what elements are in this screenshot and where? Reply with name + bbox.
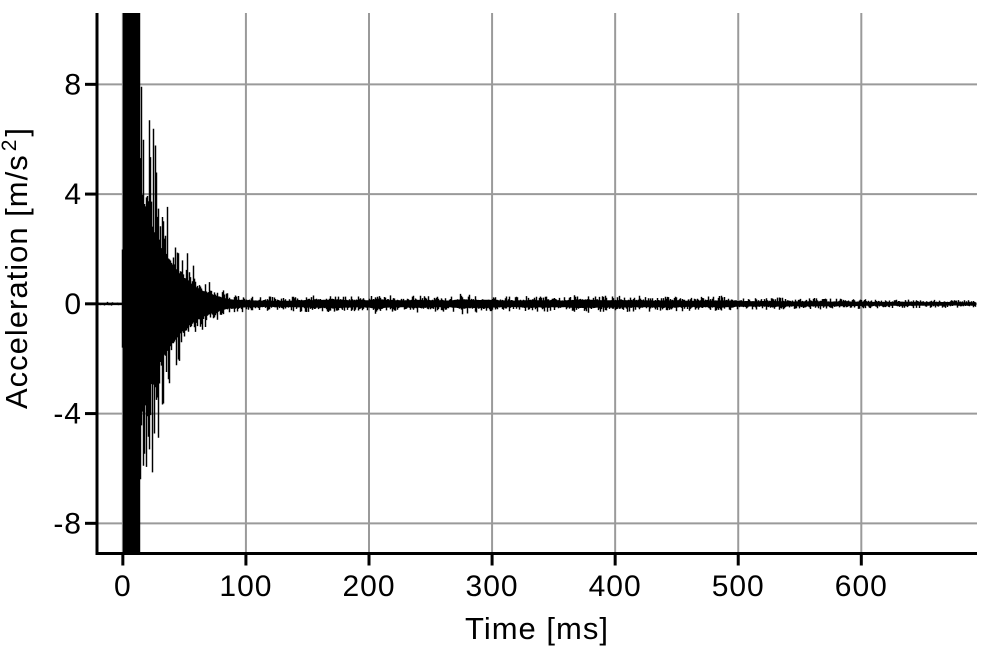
- x-tick-label: 0: [114, 570, 132, 603]
- x-tick-label: 400: [589, 570, 642, 603]
- x-tick-label: 600: [835, 570, 888, 603]
- y-axis-title: Acceleration [m/s2]: [0, 127, 34, 409]
- tick-label-layer: 0 100 200 300 400 500 600 -8 -4 0 4 8: [53, 68, 888, 603]
- waveform-layer: [97, 13, 977, 554]
- x-axis-title: Time [ms]: [465, 611, 609, 646]
- y-tick-label: 8: [64, 68, 82, 101]
- x-tick-label: 200: [342, 570, 395, 603]
- y-tick-label: 0: [64, 288, 82, 321]
- x-tick-label: 100: [219, 570, 272, 603]
- y-tick-label: 4: [64, 178, 82, 211]
- x-tick-label: 500: [712, 570, 765, 603]
- grid-layer: [97, 13, 977, 554]
- y-tick-label: -4: [53, 398, 82, 431]
- x-tick-label: 300: [466, 570, 519, 603]
- waveform-trace: [97, 13, 977, 554]
- y-tick-label: -8: [53, 507, 82, 540]
- axes-layer: [85, 13, 977, 566]
